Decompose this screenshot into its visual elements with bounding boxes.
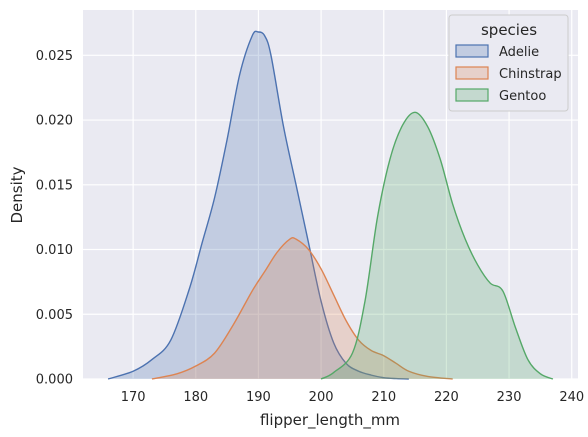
line-chinstrap	[151, 237, 453, 380]
line-adelie	[107, 30, 409, 380]
x-axis-ticks: 170 180 190 200 210 220 230 240	[121, 390, 584, 405]
y-tick-label: 0.015	[36, 178, 73, 193]
line-gentoo	[320, 111, 554, 380]
y-tick-label: 0.005	[36, 308, 73, 323]
y-tick-label: 0.025	[36, 49, 73, 64]
x-tick-label: 190	[246, 390, 271, 405]
legend-swatch-adelie	[455, 44, 489, 58]
legend-swatch-gentoo	[455, 88, 489, 102]
x-tick-label: 200	[309, 390, 334, 405]
legend-box	[448, 14, 569, 112]
density-areas	[107, 30, 554, 380]
legend: species Adelie Chinstrap Gentoo	[448, 14, 569, 112]
legend-label-adelie: Adelie	[499, 45, 539, 60]
x-tick-label: 230	[497, 390, 522, 405]
y-axis-label: Density	[8, 166, 26, 223]
grid	[83, 10, 578, 380]
x-tick-label: 180	[183, 390, 208, 405]
area-adelie	[108, 31, 409, 379]
x-tick-label: 210	[371, 390, 396, 405]
x-axis-label: flipper_length_mm	[260, 411, 400, 430]
y-tick-label: 0.000	[36, 373, 73, 388]
legend-swatch-chinstrap	[455, 66, 489, 80]
y-axis-ticks: 0.000 0.005 0.010 0.015 0.020 0.025	[36, 49, 73, 388]
x-tick-label: 240	[559, 390, 584, 405]
y-tick-label: 0.020	[36, 114, 73, 129]
x-tick-label: 170	[121, 390, 146, 405]
area-gentoo	[321, 112, 553, 379]
legend-label-chinstrap: Chinstrap	[499, 67, 562, 82]
legend-items: Adelie Chinstrap Gentoo	[455, 44, 562, 104]
y-tick-label: 0.010	[36, 243, 73, 258]
x-tick-label: 220	[434, 390, 459, 405]
area-chinstrap	[151, 237, 453, 379]
legend-title: species	[481, 21, 537, 39]
legend-label-gentoo: Gentoo	[499, 89, 546, 104]
